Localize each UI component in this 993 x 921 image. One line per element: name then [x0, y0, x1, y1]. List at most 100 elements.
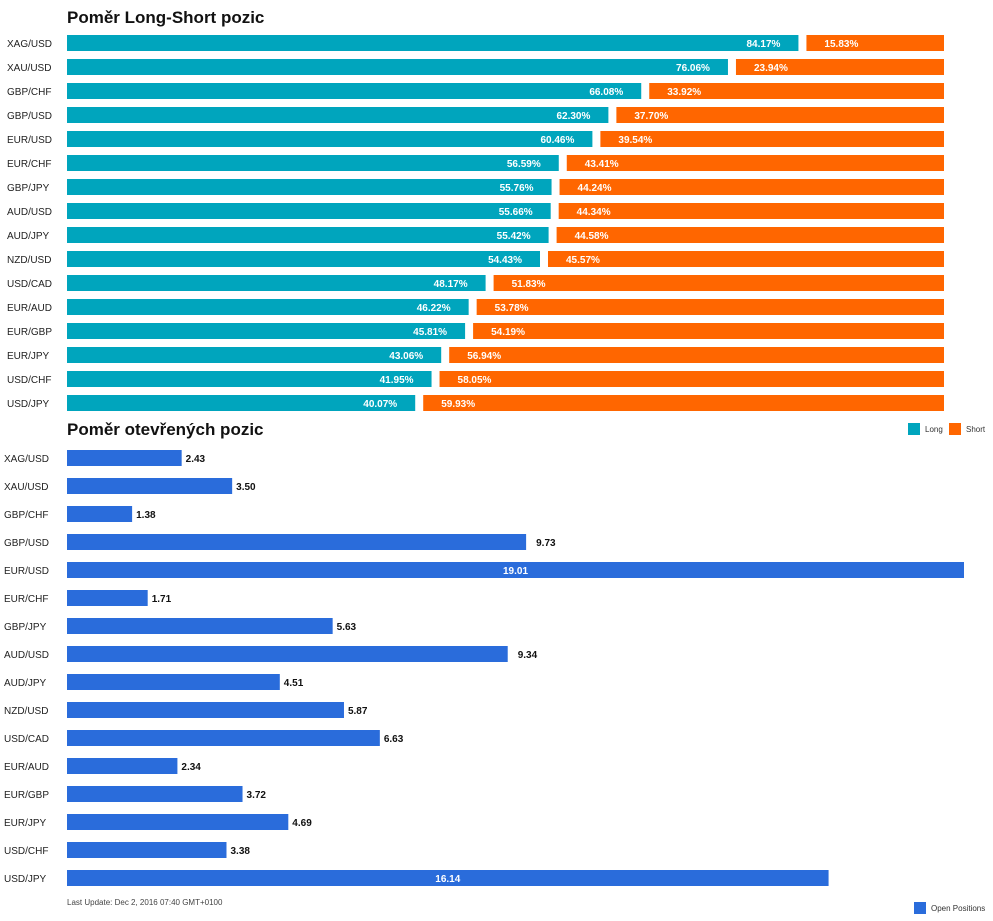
last-update-text: Last Update: Dec 2, 2016 07:40 GMT+0100	[67, 898, 223, 907]
short-bar-gbp-usd	[616, 107, 944, 123]
open-positions-value-usd-cad: 6.63	[384, 734, 404, 745]
long-short-category-usd-jpy: USD/JPY	[7, 399, 50, 410]
long-value-eur-chf: 56.59%	[507, 159, 541, 170]
long-short-category-eur-usd: EUR/USD	[7, 135, 52, 146]
open-positions-category-eur-gbp: EUR/GBP	[4, 790, 49, 801]
long-bar-xag-usd	[67, 35, 799, 51]
long-bar-usd-jpy	[67, 395, 416, 411]
long-bar-xau-usd	[67, 59, 728, 75]
long-value-gbp-jpy: 55.76%	[500, 183, 534, 194]
open-positions-value-xag-usd: 2.43	[186, 454, 206, 465]
long-value-aud-jpy: 55.42%	[497, 231, 531, 242]
short-value-usd-chf: 58.05%	[458, 375, 492, 386]
long-bar-eur-jpy	[67, 347, 442, 363]
short-value-eur-gbp: 54.19%	[491, 327, 525, 338]
long-value-eur-jpy: 43.06%	[389, 351, 423, 362]
short-value-eur-usd: 39.54%	[618, 135, 652, 146]
long-short-category-usd-chf: USD/CHF	[7, 375, 51, 386]
short-bar-gbp-chf	[649, 83, 944, 99]
open-positions-category-gbp-jpy: GBP/JPY	[4, 622, 47, 633]
legend-open-positions: Open Positions	[914, 902, 985, 914]
open-positions-bar-usd-jpy	[67, 870, 829, 886]
long-short-category-eur-aud: EUR/AUD	[7, 303, 52, 314]
long-bar-eur-usd	[67, 131, 593, 147]
open-positions-category-eur-usd: EUR/USD	[4, 566, 49, 577]
long-short-category-gbp-usd: GBP/USD	[7, 111, 52, 122]
short-bar-usd-chf	[439, 371, 944, 387]
open-positions-bar-nzd-usd	[67, 702, 344, 718]
short-bar-eur-usd	[600, 131, 944, 147]
open-positions-bar-usd-cad	[67, 730, 380, 746]
open-positions-value-eur-aud: 2.34	[181, 762, 201, 773]
short-bar-xag-usd	[806, 35, 944, 51]
long-short-category-usd-cad: USD/CAD	[7, 279, 52, 290]
open-positions-category-aud-jpy: AUD/JPY	[4, 678, 47, 689]
legend-short-label: Short	[966, 424, 986, 434]
open-positions-bar-gbp-jpy	[67, 618, 333, 634]
short-value-xau-usd: 23.94%	[754, 63, 788, 74]
open-positions-bar-xag-usd	[67, 450, 182, 466]
legend-short: Short	[949, 423, 985, 435]
long-bar-aud-usd	[67, 203, 551, 219]
open-positions-category-nzd-usd: NZD/USD	[4, 706, 48, 717]
long-bar-gbp-usd	[67, 107, 609, 123]
long-bar-aud-jpy	[67, 227, 549, 243]
long-value-gbp-usd: 62.30%	[556, 111, 590, 122]
short-value-eur-aud: 53.78%	[495, 303, 529, 314]
long-short-category-eur-jpy: EUR/JPY	[7, 351, 50, 362]
long-value-eur-usd: 60.46%	[540, 135, 574, 146]
open-positions-value-eur-gbp: 3.72	[247, 790, 267, 801]
long-short-category-aud-usd: AUD/USD	[7, 207, 52, 218]
open-positions-category-usd-jpy: USD/JPY	[4, 874, 47, 885]
long-short-chart-title: Poměr Long-Short pozic	[67, 8, 265, 27]
short-bar-aud-jpy	[556, 227, 944, 243]
open-positions-value-eur-chf: 1.71	[152, 594, 172, 605]
long-short-category-nzd-usd: NZD/USD	[7, 255, 51, 266]
short-bar-aud-usd	[558, 203, 944, 219]
long-value-eur-gbp: 45.81%	[413, 327, 447, 338]
long-value-nzd-usd: 54.43%	[488, 255, 522, 266]
short-bar-usd-cad	[493, 275, 944, 291]
open-positions-category-usd-chf: USD/CHF	[4, 846, 48, 857]
long-short-category-aud-jpy: AUD/JPY	[7, 231, 50, 242]
long-bar-gbp-chf	[67, 83, 642, 99]
short-value-xag-usd: 15.83%	[824, 39, 858, 50]
legend-open-swatch	[914, 902, 926, 914]
short-value-eur-jpy: 56.94%	[467, 351, 501, 362]
open-positions-value-nzd-usd: 5.87	[348, 706, 368, 717]
short-bar-eur-gbp	[473, 323, 944, 339]
long-bar-gbp-jpy	[67, 179, 552, 195]
long-bar-eur-gbp	[67, 323, 466, 339]
short-bar-eur-chf	[566, 155, 944, 171]
short-value-gbp-chf: 33.92%	[667, 87, 701, 98]
long-short-category-xag-usd: XAG/USD	[7, 39, 52, 50]
open-positions-value-aud-jpy: 4.51	[284, 678, 304, 689]
open-positions-value-gbp-jpy: 5.63	[337, 622, 357, 633]
open-positions-value-gbp-chf: 1.38	[136, 510, 156, 521]
open-positions-category-aud-usd: AUD/USD	[4, 650, 49, 661]
open-positions-bar-eur-jpy	[67, 814, 289, 830]
open-positions-value-usd-chf: 3.38	[230, 846, 250, 857]
long-value-xau-usd: 76.06%	[676, 63, 710, 74]
open-positions-bar-aud-usd	[67, 646, 508, 662]
open-positions-bar-xau-usd	[67, 478, 233, 494]
open-positions-category-usd-cad: USD/CAD	[4, 734, 49, 745]
short-bar-eur-jpy	[449, 347, 944, 363]
legend-long-swatch	[908, 423, 920, 435]
long-bar-eur-chf	[67, 155, 559, 171]
short-bar-gbp-jpy	[559, 179, 944, 195]
legend-long-label: Long	[925, 424, 943, 434]
open-positions-value-usd-jpy: 16.14	[435, 874, 460, 885]
long-value-usd-jpy: 40.07%	[363, 399, 397, 410]
long-short-category-xau-usd: XAU/USD	[7, 63, 51, 74]
short-value-usd-cad: 51.83%	[512, 279, 546, 290]
open-positions-chart-title: Poměr otevřených pozic	[67, 420, 264, 439]
open-positions-value-xau-usd: 3.50	[236, 482, 256, 493]
short-value-usd-jpy: 59.93%	[441, 399, 475, 410]
open-positions-category-gbp-usd: GBP/USD	[4, 538, 49, 549]
open-positions-category-xag-usd: XAG/USD	[4, 454, 49, 465]
open-positions-category-eur-jpy: EUR/JPY	[4, 818, 47, 829]
open-positions-bar-eur-chf	[67, 590, 148, 606]
long-value-aud-usd: 55.66%	[499, 207, 533, 218]
long-short-category-gbp-chf: GBP/CHF	[7, 87, 51, 98]
